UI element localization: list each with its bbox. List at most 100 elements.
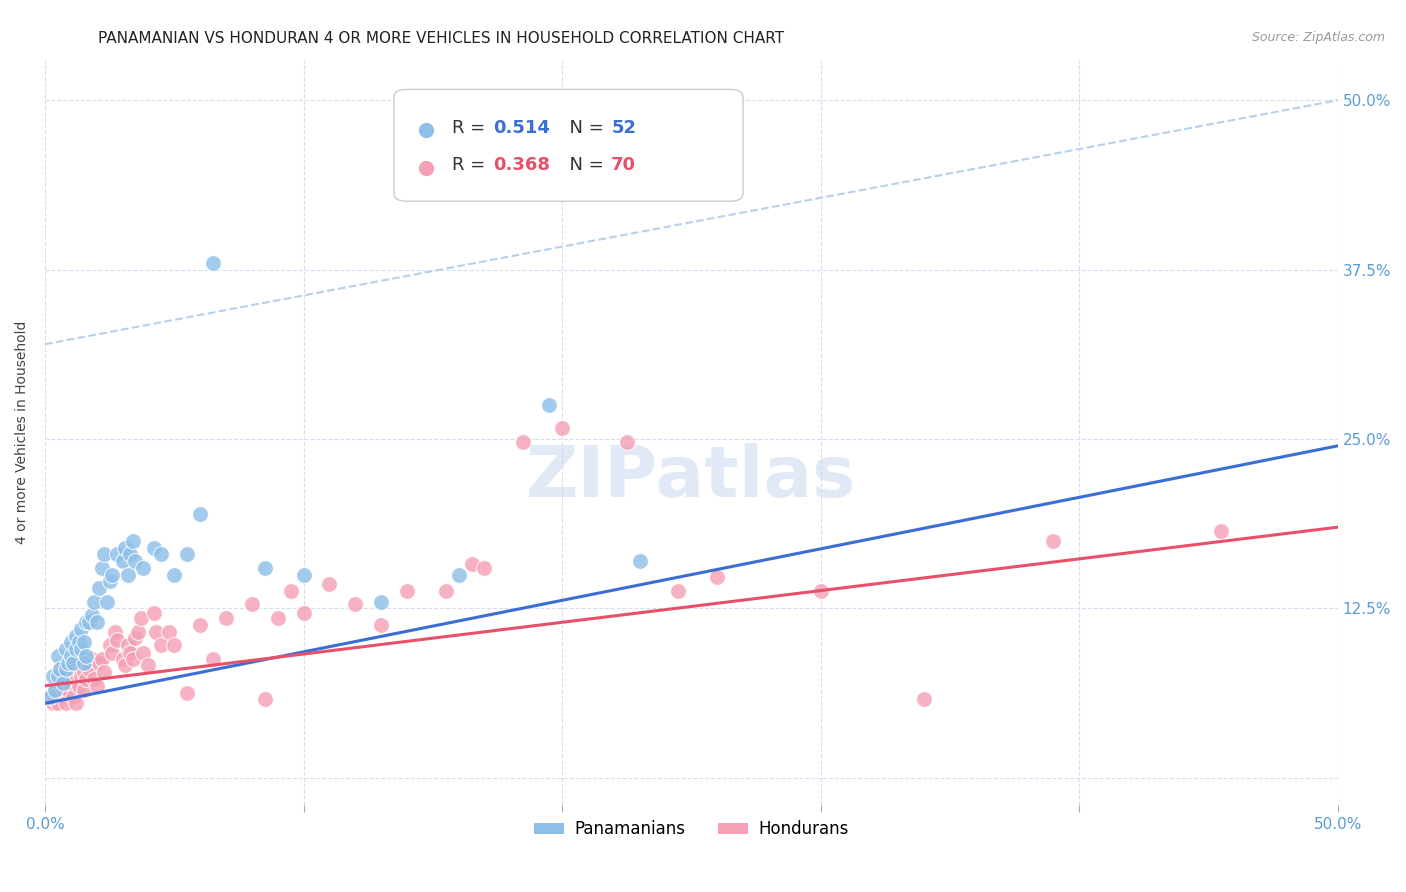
Point	[240, 598, 263, 612]
Text: R =: R =	[453, 156, 491, 175]
Point	[55, 663, 77, 677]
Point	[77, 615, 100, 629]
Text: N =: N =	[558, 156, 610, 175]
Point	[253, 561, 276, 575]
Point	[122, 533, 145, 548]
Point	[46, 648, 69, 663]
Point	[83, 595, 105, 609]
Point	[62, 690, 84, 704]
Point	[370, 595, 392, 609]
Point	[114, 541, 136, 555]
Point	[132, 646, 155, 660]
Point	[89, 656, 111, 670]
Point	[124, 554, 146, 568]
Point	[474, 561, 496, 575]
Point	[253, 692, 276, 706]
Point	[89, 581, 111, 595]
Point	[145, 624, 167, 639]
Point	[163, 567, 186, 582]
Point	[73, 635, 96, 649]
Point	[90, 561, 112, 575]
Text: PANAMANIAN VS HONDURAN 4 OR MORE VEHICLES IN HOUSEHOLD CORRELATION CHART: PANAMANIAN VS HONDURAN 4 OR MORE VEHICLE…	[98, 31, 785, 46]
Point	[44, 682, 66, 697]
Point	[75, 672, 97, 686]
Text: 0.514: 0.514	[494, 120, 550, 137]
Text: ZIPatlas: ZIPatlas	[526, 442, 856, 511]
Point	[80, 651, 103, 665]
Point	[52, 676, 75, 690]
Point	[49, 663, 72, 677]
Point	[266, 611, 288, 625]
Point	[512, 434, 534, 449]
Point	[58, 682, 80, 697]
Point	[105, 632, 128, 647]
Point	[447, 567, 470, 582]
Point	[370, 617, 392, 632]
Point	[49, 663, 72, 677]
Point	[46, 669, 69, 683]
Point	[101, 646, 124, 660]
Point	[98, 638, 121, 652]
Point	[59, 648, 82, 663]
Point	[86, 679, 108, 693]
Text: 0.368: 0.368	[494, 156, 551, 175]
Point	[65, 629, 87, 643]
Point	[150, 638, 173, 652]
Point	[434, 583, 457, 598]
Point	[628, 554, 651, 568]
Point	[111, 651, 134, 665]
Point	[67, 679, 90, 693]
Point	[104, 624, 127, 639]
Point	[124, 632, 146, 646]
Point	[111, 554, 134, 568]
Point	[138, 658, 160, 673]
Point	[912, 692, 935, 706]
Point	[114, 658, 136, 673]
Point	[98, 574, 121, 589]
Point	[202, 256, 225, 270]
Text: R =: R =	[453, 120, 491, 137]
Point	[292, 606, 315, 620]
Point	[202, 651, 225, 665]
Y-axis label: 4 or more Vehicles in Household: 4 or more Vehicles in Household	[15, 320, 30, 544]
Point	[93, 547, 115, 561]
Point	[129, 611, 152, 625]
Point	[706, 570, 728, 584]
Point	[83, 672, 105, 686]
Point	[280, 583, 302, 598]
Point	[157, 624, 180, 639]
Point	[65, 642, 87, 657]
Point	[62, 656, 84, 670]
Point	[39, 690, 62, 704]
Point	[86, 615, 108, 629]
Point	[90, 651, 112, 665]
Point	[117, 638, 139, 652]
Point	[46, 697, 69, 711]
Point	[344, 598, 367, 612]
Point	[188, 617, 211, 632]
Point	[55, 642, 77, 657]
Point	[142, 606, 165, 620]
Point	[55, 697, 77, 711]
Point	[67, 635, 90, 649]
Point	[616, 434, 638, 449]
Point	[1042, 533, 1064, 548]
Point	[75, 648, 97, 663]
Point	[292, 567, 315, 582]
Point	[73, 656, 96, 670]
Point	[44, 682, 66, 697]
Text: Source: ZipAtlas.com: Source: ZipAtlas.com	[1251, 31, 1385, 45]
Point	[142, 541, 165, 555]
Point	[65, 697, 87, 711]
Point	[101, 567, 124, 582]
Point	[551, 421, 574, 435]
Point	[75, 615, 97, 629]
Point	[127, 624, 149, 639]
Point	[70, 642, 93, 657]
Point	[42, 669, 65, 683]
Point	[176, 547, 198, 561]
Point	[59, 635, 82, 649]
Point	[39, 690, 62, 704]
Point	[176, 685, 198, 699]
Text: 52: 52	[612, 120, 636, 137]
